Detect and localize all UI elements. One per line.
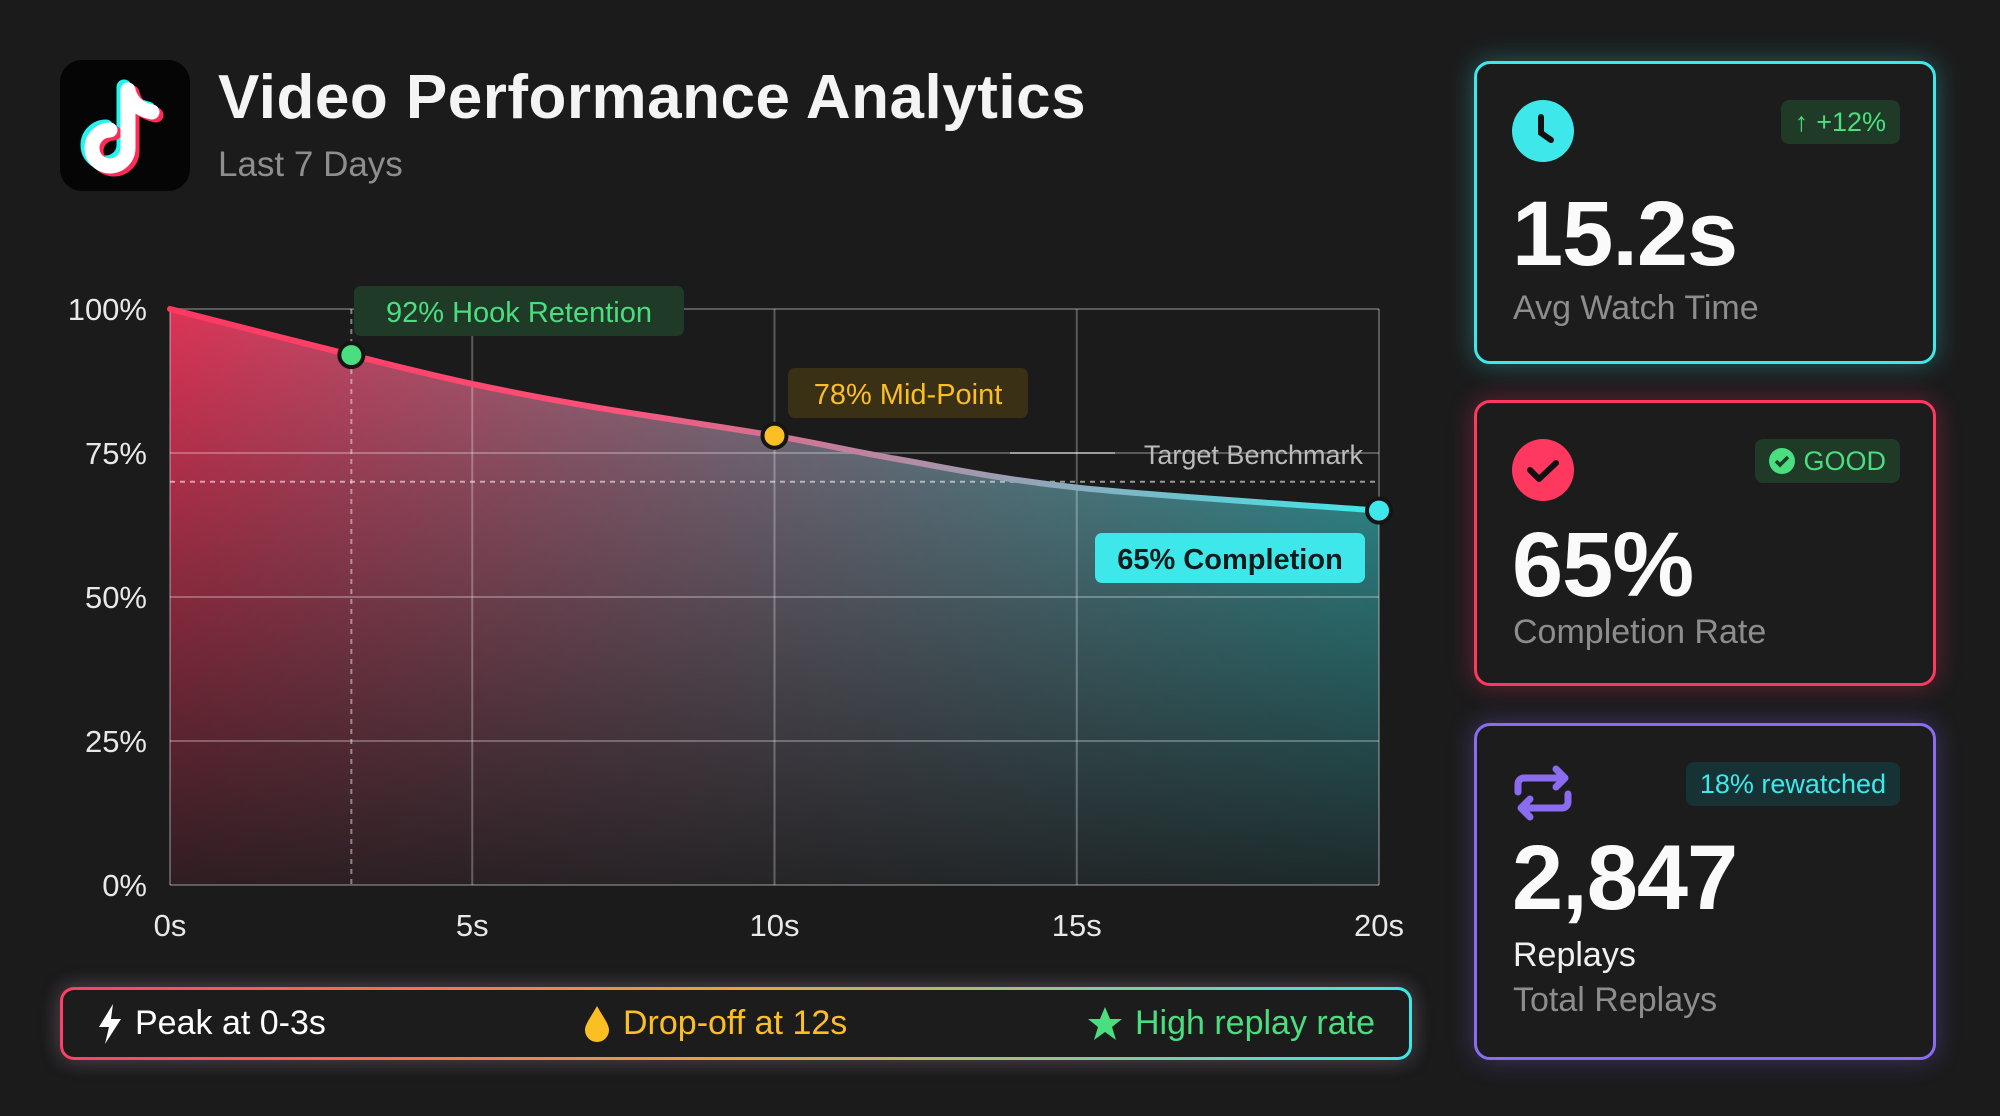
data-point — [337, 341, 366, 370]
lightning-icon — [99, 1003, 121, 1044]
x-tick-label: 15s — [1052, 908, 1102, 943]
status-badge: GOOD — [1755, 439, 1900, 483]
date-range-label: Last 7 Days — [218, 145, 403, 184]
repeat-icon — [1514, 765, 1572, 821]
avg-watch-time-card: ↑ +12% 15.2s Avg Watch Time — [1474, 61, 1936, 364]
annotation-box — [788, 368, 1028, 418]
insight-peak: Peak at 0-3s — [97, 990, 326, 1057]
x-tick-label: 10s — [750, 908, 800, 943]
annotation-box — [354, 286, 684, 336]
metric-unit: Replays — [1513, 936, 1636, 974]
page-title: Video Performance Analytics — [218, 63, 1087, 132]
metric-value: 15.2s — [1512, 183, 1738, 285]
y-tick-label: 75% — [85, 436, 147, 471]
completion-rate-card: GOOD 65% Completion Rate — [1474, 400, 1936, 686]
check-circle-icon — [1769, 448, 1796, 474]
tiktok-logo-icon — [60, 60, 190, 191]
y-tick-label: 0% — [102, 868, 147, 903]
y-tick-label: 100% — [68, 292, 147, 327]
replays-card: 18% rewatched 2,847 Replays Total Replay… — [1474, 723, 1936, 1060]
check-circle-icon — [1512, 439, 1574, 501]
annotation-box — [1095, 533, 1365, 583]
arrow-up-icon: ↑ — [1794, 106, 1809, 137]
y-tick-label: 25% — [85, 724, 147, 759]
area-fade — [170, 309, 1379, 885]
insight-dropoff: Drop-off at 12s — [583, 990, 847, 1057]
metric-label: Total Replays — [1513, 981, 1718, 1019]
insight-replay: High replay rate — [1087, 990, 1375, 1057]
clock-icon — [1512, 100, 1574, 162]
metric-label: Completion Rate — [1513, 613, 1767, 651]
metric-value: 65% — [1512, 514, 1694, 616]
x-tick-label: 0s — [154, 908, 187, 943]
metric-value: 2,847 — [1512, 827, 1738, 929]
annotation-label: 65% Completion — [1117, 544, 1343, 576]
rewatch-badge: 18% rewatched — [1685, 762, 1900, 806]
y-tick-label: 50% — [85, 580, 147, 615]
annotation-label: 78% Mid-Point — [814, 379, 1003, 411]
metric-label: Avg Watch Time — [1513, 289, 1759, 327]
star-icon — [1087, 1006, 1122, 1040]
retention-line — [167, 306, 1382, 514]
drop-icon — [585, 1005, 609, 1042]
retention-chart: 0% 25% 50% 75% 100% 0s 5s 10s 15s 20s Target Bench… — [68, 286, 1404, 943]
x-tick-label: 5s — [456, 908, 489, 943]
insights-bar: Peak at 0-3s Drop-off at 12s High replay… — [60, 987, 1412, 1060]
data-point — [1365, 496, 1393, 525]
trend-badge: ↑ +12% — [1780, 100, 1900, 144]
data-point — [760, 421, 789, 450]
benchmark-label: Target Benchmark — [1144, 440, 1364, 470]
annotation-label: 92% Hook Retention — [386, 297, 652, 329]
x-tick-label: 20s — [1354, 908, 1404, 943]
